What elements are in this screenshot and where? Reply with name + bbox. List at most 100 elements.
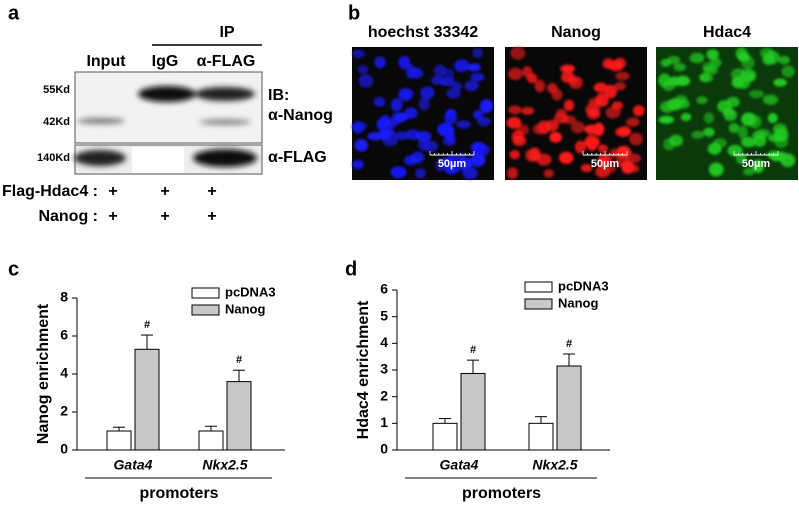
legend-swatch <box>524 298 553 310</box>
nucleus <box>352 49 365 59</box>
charts: c Nanog enrichment 0 2 4 6 8 Gata4 # Nkx2.5 # promo… <box>8 258 610 502</box>
nucleus <box>378 129 391 141</box>
nucleus <box>433 64 447 77</box>
nucleus <box>773 151 788 162</box>
nucleus <box>658 73 672 88</box>
nucleus <box>741 112 757 127</box>
row-value: + <box>160 183 169 200</box>
nucleus <box>454 59 470 72</box>
nucleus <box>512 135 527 147</box>
nucleus <box>351 121 368 131</box>
marker-label: 42Kd <box>43 116 70 128</box>
image-title: hoechst 33342 <box>368 24 478 41</box>
nucleus <box>673 63 686 72</box>
nucleus <box>547 82 558 94</box>
nucleus <box>615 127 632 137</box>
nucleus <box>444 162 458 175</box>
bands <box>74 86 257 167</box>
bar <box>460 372 486 451</box>
row-label: Flag-Hdac4 : <box>2 183 98 200</box>
y-tick-label: 8 <box>60 289 68 305</box>
nucleus <box>708 162 724 177</box>
nucleus <box>376 117 389 131</box>
nucleus <box>762 94 779 105</box>
nucleus <box>691 130 705 139</box>
bar <box>556 365 582 451</box>
nucleus <box>611 101 624 110</box>
nucleus <box>470 72 485 82</box>
nucleus <box>675 75 691 87</box>
nucleus <box>472 109 484 120</box>
nucleus <box>737 125 749 140</box>
nucleus <box>528 147 541 162</box>
nucleus <box>467 63 481 72</box>
x-tick-label: Nkx2.5 <box>202 457 247 473</box>
y-tick-label: 1 <box>380 414 388 430</box>
nucleus <box>735 153 747 165</box>
ip-header: IP <box>219 24 234 41</box>
nucleus <box>760 47 775 59</box>
y-tick-label: 3 <box>380 361 388 377</box>
nucleus <box>744 73 755 82</box>
nucleus <box>588 97 603 107</box>
nucleus <box>417 138 430 151</box>
nuclei <box>351 47 493 180</box>
x-tick-label: Gata4 <box>440 457 479 473</box>
nucleus <box>660 58 672 67</box>
significance: # <box>144 319 150 331</box>
row-value: + <box>108 183 117 200</box>
nucleus <box>706 49 719 60</box>
scale-label: 50µm <box>438 158 467 170</box>
nucleus <box>658 115 675 124</box>
row-value: + <box>108 208 117 225</box>
y-tick-label: 4 <box>380 334 388 350</box>
bar <box>198 430 224 451</box>
nucleus <box>558 151 574 165</box>
nucleus <box>532 123 547 135</box>
nucleus <box>418 97 430 111</box>
nucleus <box>609 148 620 158</box>
nucleus <box>593 122 605 137</box>
nucleus <box>390 166 407 179</box>
nucleus <box>472 47 484 59</box>
bar <box>432 422 458 451</box>
nucleus <box>752 159 764 174</box>
y-tick-label: 6 <box>60 327 68 343</box>
nucleus <box>516 124 530 136</box>
nucleus <box>713 138 728 148</box>
nucleus <box>702 65 719 75</box>
nucleus <box>442 137 457 147</box>
nucleus <box>699 73 714 83</box>
bar <box>528 422 554 451</box>
legend-swatch <box>191 304 220 316</box>
nucleus <box>521 106 535 115</box>
column-label: Input <box>86 53 126 70</box>
nucleus <box>731 68 747 81</box>
ib-label: α-FLAG <box>268 149 327 166</box>
bar <box>134 348 160 451</box>
nucleus <box>476 144 491 156</box>
significance: # <box>566 338 572 350</box>
ib-label: α-Nanog <box>268 107 333 124</box>
group-label: promoters <box>462 485 541 502</box>
nucleus <box>586 108 601 120</box>
y-axis-title: Nanog enrichment <box>35 303 52 444</box>
nucleus <box>545 119 559 132</box>
y-tick-label: 2 <box>60 403 68 419</box>
nucleus <box>419 86 435 100</box>
nucleus <box>462 166 478 180</box>
nucleus <box>689 52 705 64</box>
nucleus <box>773 78 787 87</box>
scale-label: 50µm <box>742 158 771 170</box>
nucleus <box>404 107 418 119</box>
nucleus <box>632 105 645 117</box>
nucleus <box>444 111 457 125</box>
panel-b: b hoechst 33342 50µm Nanog 50µm Hdac4 50µm <box>348 2 798 180</box>
nucleus <box>614 81 627 91</box>
nucleus <box>464 80 479 92</box>
row-value: + <box>207 183 216 200</box>
nucleus <box>703 127 715 137</box>
panel-a: a IP Input IgG α-FLAG 55Kd 42Kd 140Kd IB… <box>2 2 333 225</box>
nucleus <box>580 163 593 173</box>
nucleus <box>680 113 692 122</box>
